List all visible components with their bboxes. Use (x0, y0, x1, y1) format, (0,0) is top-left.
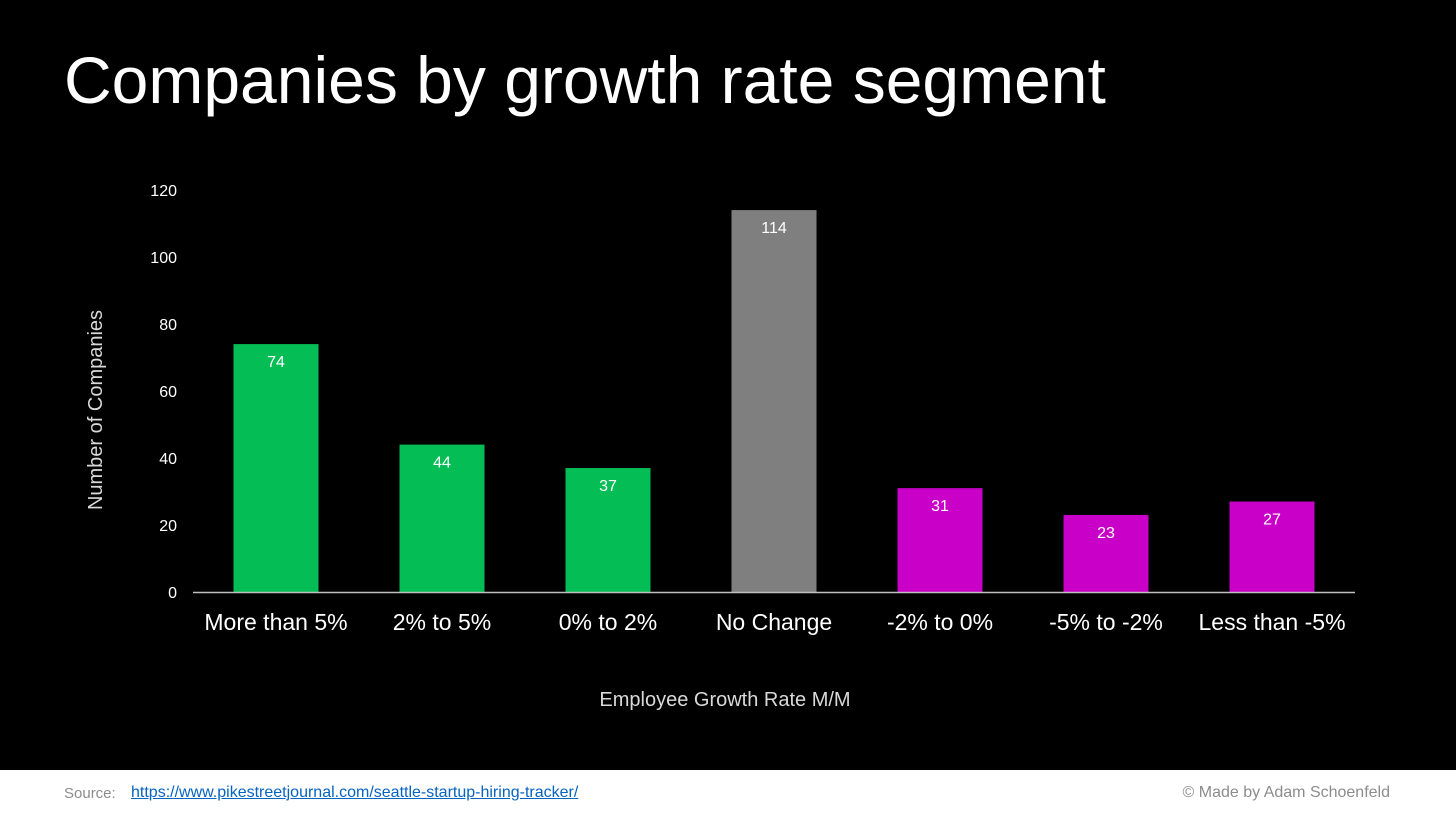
bar-chart: 0 20 40 60 80 100 120 74 More than 5% 44 2% to 5% 3… (85, 183, 1355, 711)
y-tick-label: 40 (159, 451, 177, 468)
x-tick-label: No Change (716, 609, 832, 635)
chart-title: Companies by growth rate segment (64, 43, 1106, 117)
bar (233, 344, 319, 592)
source-label: Source: (64, 785, 116, 802)
x-tick-label: More than 5% (204, 609, 347, 635)
y-tick-label: 60 (159, 384, 177, 401)
data-label: 37 (599, 478, 617, 495)
y-axis-title: Number of Companies (85, 310, 107, 510)
x-tick-label: 0% to 2% (559, 609, 657, 635)
bar (897, 488, 983, 592)
source-link[interactable]: https://www.pikestreetjournal.com/seattl… (131, 784, 579, 801)
data-label: 27 (1263, 512, 1281, 529)
bar (1229, 501, 1315, 592)
y-tick-label: 20 (159, 518, 177, 535)
data-label: 74 (267, 354, 285, 371)
bar (731, 210, 817, 592)
data-label: 31 (931, 498, 949, 515)
x-axis-title: Employee Growth Rate M/M (599, 689, 850, 711)
x-tick-label: 2% to 5% (393, 609, 491, 635)
data-label: 44 (433, 455, 451, 472)
y-tick-label: 0 (168, 585, 177, 602)
x-tick-label: -5% to -2% (1049, 609, 1163, 635)
bar (1063, 514, 1149, 592)
y-tick-label: 120 (150, 183, 177, 200)
y-tick-label: 80 (159, 317, 177, 334)
bar (565, 468, 651, 592)
slide: Companies by growth rate segment 0 20 40 60… (64, 43, 1355, 711)
data-label: 114 (761, 220, 787, 237)
bar (399, 444, 485, 592)
x-tick-label: -2% to 0% (887, 609, 993, 635)
x-tick-label: Less than -5% (1198, 609, 1345, 635)
credit-text: © Made by Adam Schoenfeld (1182, 784, 1390, 801)
y-tick-label: 100 (150, 250, 177, 267)
footer: Source: https://www.pikestreetjournal.co… (0, 770, 1456, 820)
data-label: 23 (1097, 525, 1115, 542)
